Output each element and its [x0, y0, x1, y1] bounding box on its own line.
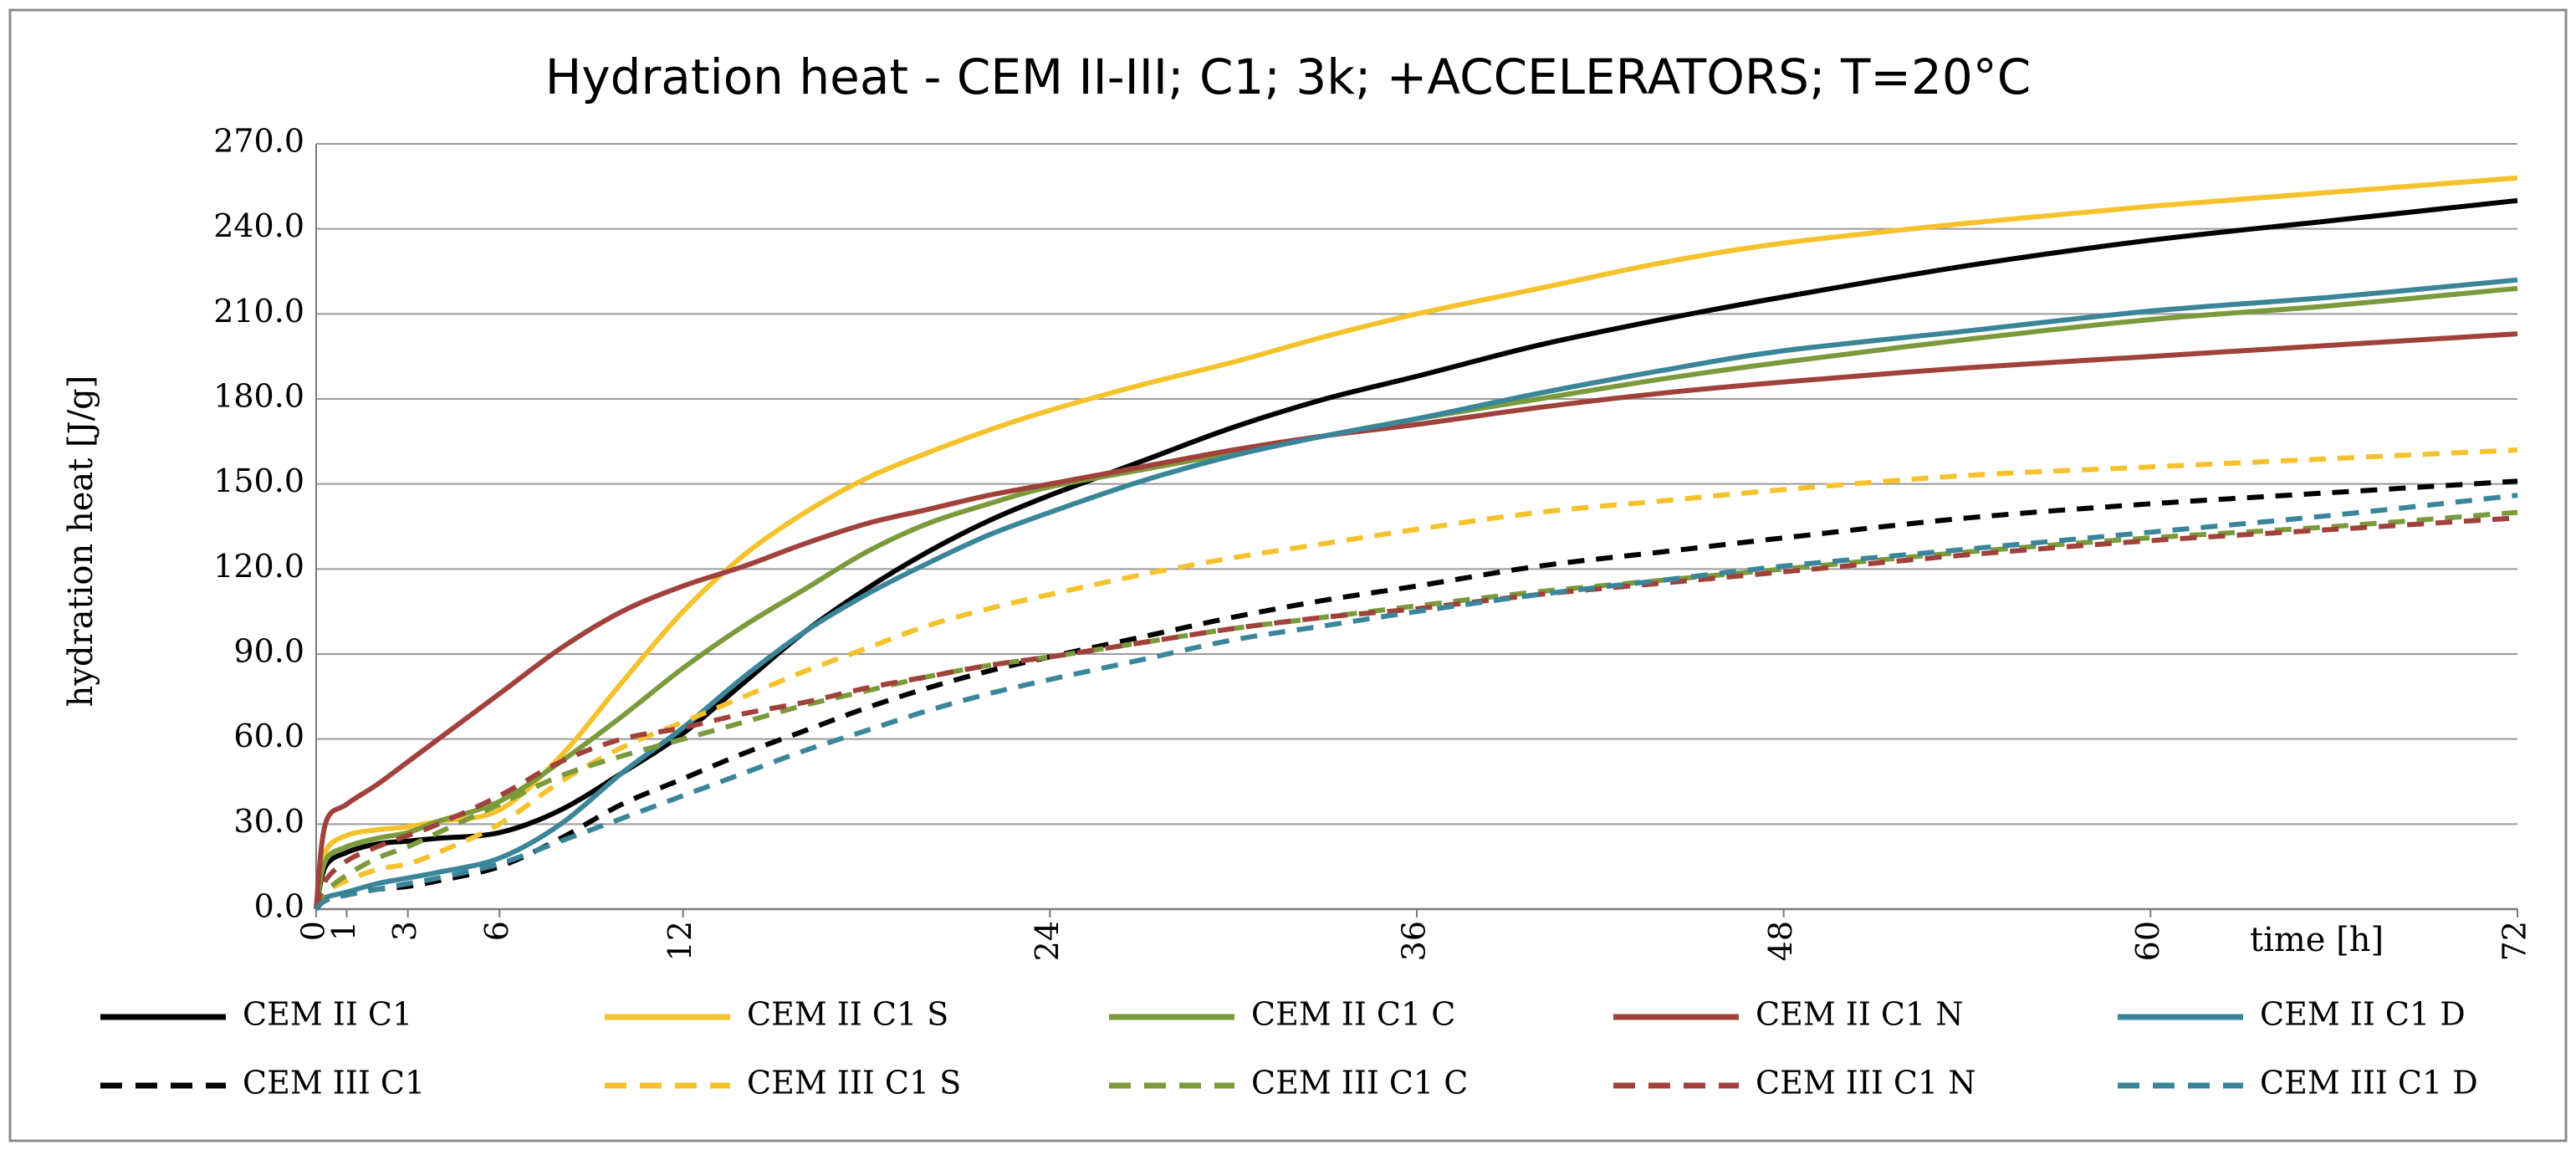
- legend-label: CEM III C1 D: [2260, 1065, 2478, 1101]
- chart-frame: [8, 8, 2568, 1142]
- legend-label: CEM III C1: [243, 1065, 425, 1101]
- legend-item: CEM III C1 S: [605, 1065, 961, 1101]
- y-tick-label: 30.0: [233, 803, 304, 840]
- legend-item: CEM III C1 C: [1109, 1065, 1468, 1101]
- series-line-cem-iii-c1-s: [314, 447, 2518, 911]
- legend-item: CEM II C1 N: [1613, 996, 1963, 1033]
- x-tick-label: 12: [662, 921, 698, 961]
- legend-label: CEM II C1 N: [1756, 996, 1963, 1033]
- legend-label: CEM III C1 S: [747, 1065, 961, 1101]
- series-line-cem-ii-c1: [314, 197, 2518, 910]
- y-tick-label: 180.0: [213, 378, 304, 415]
- legend-label: CEM III C1 N: [1756, 1065, 1976, 1101]
- x-tick-label: 48: [1762, 921, 1799, 961]
- y-tick-labels: 0.0 30.0 60.0 90.0 120.0 150.0 180.0 210.0 240.0…: [213, 123, 304, 925]
- y-tick-label: 270.0: [213, 123, 304, 160]
- y-tick-label: 210.0: [213, 293, 304, 330]
- x-tick-label: 60: [2129, 921, 2166, 961]
- x-tick-label: 1: [325, 921, 362, 941]
- x-tick-label: 6: [478, 921, 515, 941]
- series-line-cem-iii-c1-d: [314, 493, 2518, 912]
- legend-item: CEM III C1: [100, 1065, 425, 1101]
- series-line-cem-iii-c1-n: [314, 515, 2518, 910]
- legend-label: CEM II C1 S: [747, 996, 948, 1033]
- legend-item: CEM II C1: [100, 996, 412, 1033]
- legend-item: CEM II C1 S: [605, 996, 948, 1033]
- chart-title: Hydration heat - CEM II-III; C1; 3k; +AC…: [545, 49, 2032, 105]
- x-tick-labels: 01 3 6 12 24 36 48 60 72: [295, 921, 2533, 961]
- legend-label: CEM III C1 C: [1251, 1065, 1468, 1101]
- legend-item: CEM II C1 D: [2118, 996, 2466, 1033]
- x-tick-label: 24: [1029, 921, 1066, 961]
- y-tick-label: 60.0: [233, 718, 304, 754]
- legend-label: CEM II C1 D: [2260, 996, 2466, 1033]
- y-tick-label: 90.0: [233, 633, 304, 670]
- series-lines: [314, 175, 2518, 912]
- series-line-cem-ii-c1-n: [314, 331, 2518, 910]
- series-line-cem-ii-c1-d: [314, 277, 2518, 911]
- legend-item: CEM III C1 N: [1613, 1065, 1976, 1101]
- y-axis-label: hydration heat [J/g]: [62, 376, 100, 708]
- y-tick-label: 150.0: [213, 463, 304, 499]
- y-tick-label: 240.0: [213, 207, 304, 244]
- legend-label: CEM II C1 C: [1251, 996, 1455, 1033]
- x-tick-label: 0: [295, 921, 332, 941]
- axes: [315, 144, 2518, 917]
- y-tick-label: 0.0: [254, 888, 304, 925]
- x-tick-label: 3: [386, 921, 423, 941]
- legend: CEM II C1 CEM II C1 S CEM II C1 C CEM II C1…: [100, 996, 2478, 1101]
- series-line-cem-iii-c1: [314, 478, 2518, 912]
- series-line-cem-ii-c1-s: [314, 175, 2518, 910]
- legend-label: CEM II C1: [243, 996, 412, 1033]
- legend-item: CEM III C1 D: [2118, 1065, 2478, 1101]
- legend-item: CEM II C1 C: [1109, 996, 1455, 1033]
- x-tick-label: 72: [2497, 921, 2533, 961]
- y-tick-label: 120.0: [213, 548, 304, 585]
- x-axis-label: time [h]: [2250, 921, 2384, 959]
- x-tick-label: 36: [1396, 921, 1433, 961]
